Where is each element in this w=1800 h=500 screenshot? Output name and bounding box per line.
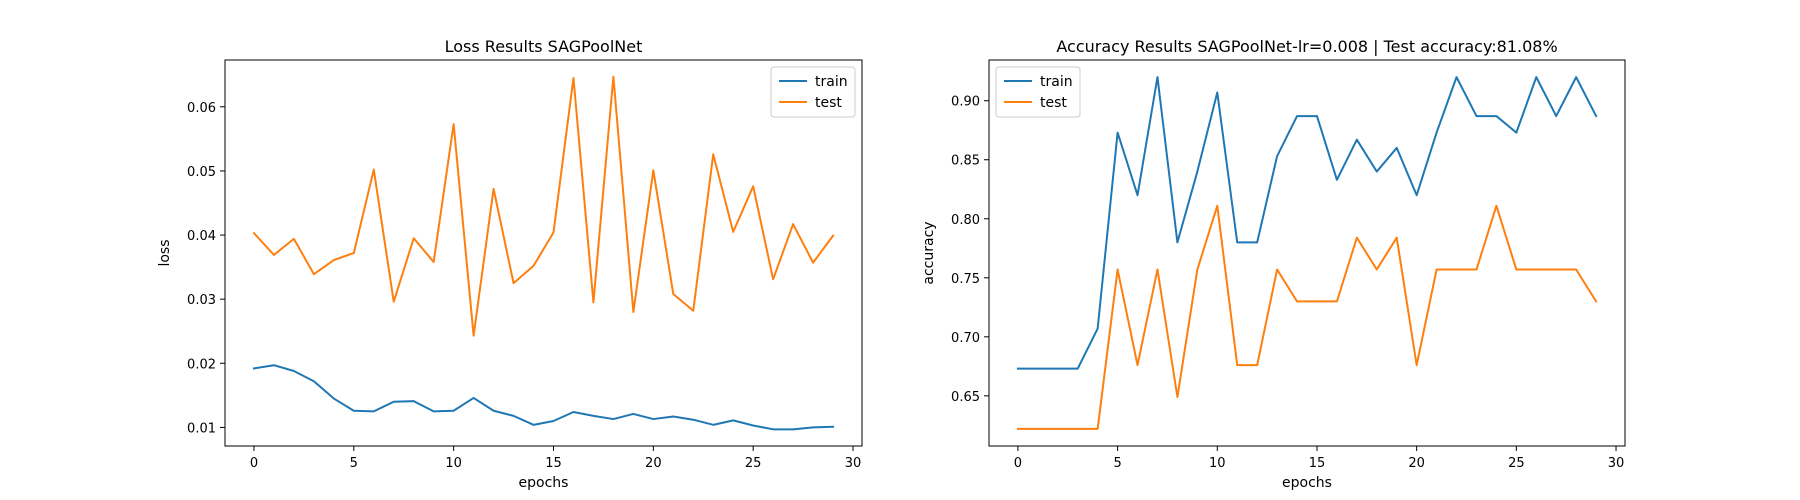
y-tick-label: 0.06 xyxy=(187,101,216,116)
x-tick-label: 5 xyxy=(1113,456,1121,471)
x-tick-label: 5 xyxy=(350,456,358,471)
y-tick-label: 0.02 xyxy=(187,357,216,372)
series-line-train xyxy=(252,364,835,431)
x-tick-label: 15 xyxy=(1309,456,1326,471)
axes-frame xyxy=(988,59,1626,447)
x-tick-label: 20 xyxy=(645,456,662,471)
y-tick-label: 0.90 xyxy=(951,95,980,110)
series-line-train xyxy=(1016,76,1598,370)
y-axis-label: loss xyxy=(157,239,173,266)
y-tick-label: 0.75 xyxy=(951,272,980,287)
x-tick-label: 25 xyxy=(745,456,762,471)
y-tick-label: 0.65 xyxy=(951,390,980,405)
x-axis-label: epochs xyxy=(1282,475,1332,491)
legend-label-test: test xyxy=(1040,95,1067,111)
series-line-test xyxy=(252,75,835,337)
legend: train test xyxy=(770,66,856,118)
y-tick-label: 0.80 xyxy=(951,213,980,228)
y-tick-label: 0.01 xyxy=(187,421,216,436)
x-tick-label: 20 xyxy=(1408,456,1425,471)
x-tick-label: 30 xyxy=(1608,456,1625,471)
legend-label-train: train xyxy=(815,74,848,90)
axes-frame xyxy=(224,59,863,447)
legend: train test xyxy=(995,66,1081,118)
x-tick-label: 30 xyxy=(845,456,862,471)
y-axis-label: accuracy xyxy=(921,221,937,284)
legend-label-train: train xyxy=(1040,74,1073,90)
x-tick-label: 25 xyxy=(1508,456,1525,471)
legend-box xyxy=(995,66,1081,118)
y-tick-label: 0.05 xyxy=(187,165,216,180)
series-line-test xyxy=(1016,204,1598,430)
legend-label-test: test xyxy=(815,95,842,111)
y-tick-label: 0.85 xyxy=(951,154,980,169)
chart-title: Accuracy Results SAGPoolNet-lr=0.008 | T… xyxy=(1056,37,1557,56)
x-tick-label: 15 xyxy=(545,456,562,471)
x-tick-label: 0 xyxy=(1014,456,1022,471)
chart-panel-0: 0 5 10 15 20 25 30 0.01 0.02 0.03 0.04 0.05 0.06 Loss… xyxy=(157,37,863,491)
chart-title: Loss Results SAGPoolNet xyxy=(445,37,643,56)
y-tick-label: 0.04 xyxy=(187,229,216,244)
legend-box xyxy=(770,66,856,118)
x-tick-label: 10 xyxy=(1209,456,1226,471)
y-tick-label: 0.03 xyxy=(187,293,216,308)
x-tick-label: 10 xyxy=(445,456,462,471)
chart-panel-1: 0 5 10 15 20 25 30 0.65 0.70 0.75 0.80 0.85 0.90 Accu… xyxy=(921,37,1626,491)
x-axis-label: epochs xyxy=(519,475,569,491)
y-tick-label: 0.70 xyxy=(951,331,980,346)
x-tick-label: 0 xyxy=(250,456,258,471)
